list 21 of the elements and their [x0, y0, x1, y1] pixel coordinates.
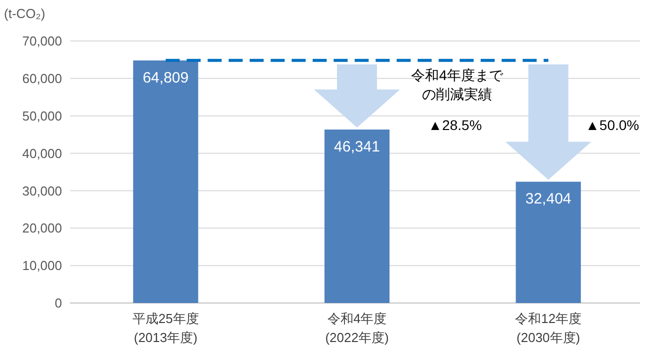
- bar: [324, 130, 390, 303]
- y-tick-label: 60,000: [22, 70, 62, 86]
- data-label: 64,809: [142, 69, 189, 86]
- y-tick-label: 70,000: [22, 34, 62, 49]
- x-tick-label: 令和4年度 (2022年度): [325, 311, 389, 345]
- y-tick-label: 20,000: [22, 220, 62, 236]
- x-tick-label: 令和12年度 (2030年度): [515, 311, 582, 345]
- bar: [133, 60, 198, 303]
- annotation: 令和4年度までの削減実績: [411, 67, 504, 102]
- y-tick-label: 40,000: [22, 146, 62, 161]
- y-tick-label: 30,000: [22, 183, 62, 198]
- x-tick-label: 平成25年度 (2013年度): [132, 311, 199, 345]
- y-tick-label: 50,000: [22, 108, 62, 124]
- data-label: 32,404: [525, 190, 572, 208]
- annotation: ▲50.0%: [586, 117, 640, 133]
- bar: [516, 182, 581, 303]
- annotation: ▲28.5%: [428, 117, 482, 133]
- y-axis-title: (t-CO₂): [4, 6, 46, 21]
- y-tick-label: 0: [54, 296, 62, 311]
- data-label: 46,341: [334, 138, 380, 156]
- y-tick-label: 10,000: [22, 258, 62, 274]
